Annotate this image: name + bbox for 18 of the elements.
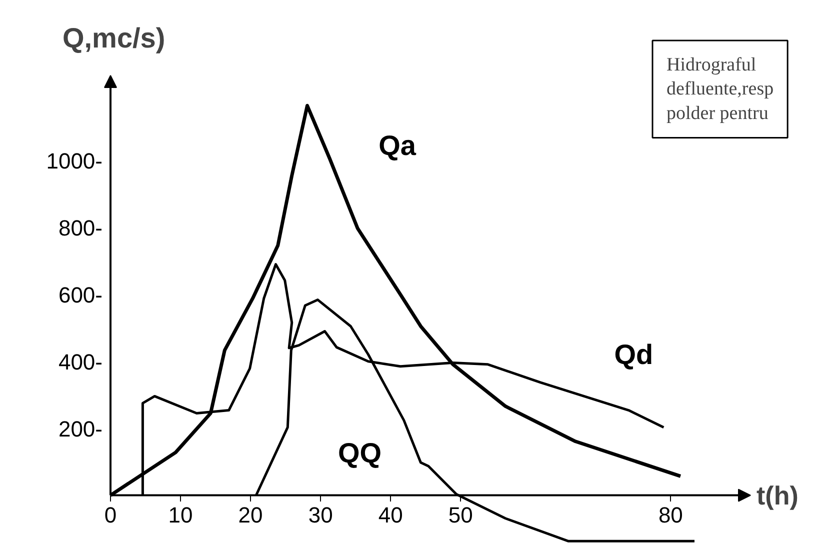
x-tick-label: 0 <box>104 502 117 528</box>
x-tick-label: 20 <box>238 502 263 528</box>
x-tick-label: 80 <box>658 502 683 528</box>
series-label: Qa <box>378 130 416 162</box>
annotation: Hidrograful defluente,resp polder pentru <box>666 54 774 124</box>
x-tick-label: 50 <box>448 502 473 528</box>
y-tick-label: 400- <box>58 349 103 374</box>
y-tick-label: 1000- <box>46 148 103 174</box>
x-tick-label: 40 <box>378 502 403 528</box>
series-label: Qd <box>614 338 654 370</box>
y-tick-label: 200- <box>58 416 103 442</box>
x-tick-label: 30 <box>308 502 333 528</box>
y-tick-label: 800- <box>58 215 103 240</box>
x-tick-label: 10 <box>168 502 193 528</box>
y-axis-title: Q,mc/s) <box>62 22 166 54</box>
x-axis-title: t(h) <box>756 480 798 510</box>
series-label: QQ <box>338 437 382 468</box>
y-tick-label: 600- <box>58 282 103 308</box>
